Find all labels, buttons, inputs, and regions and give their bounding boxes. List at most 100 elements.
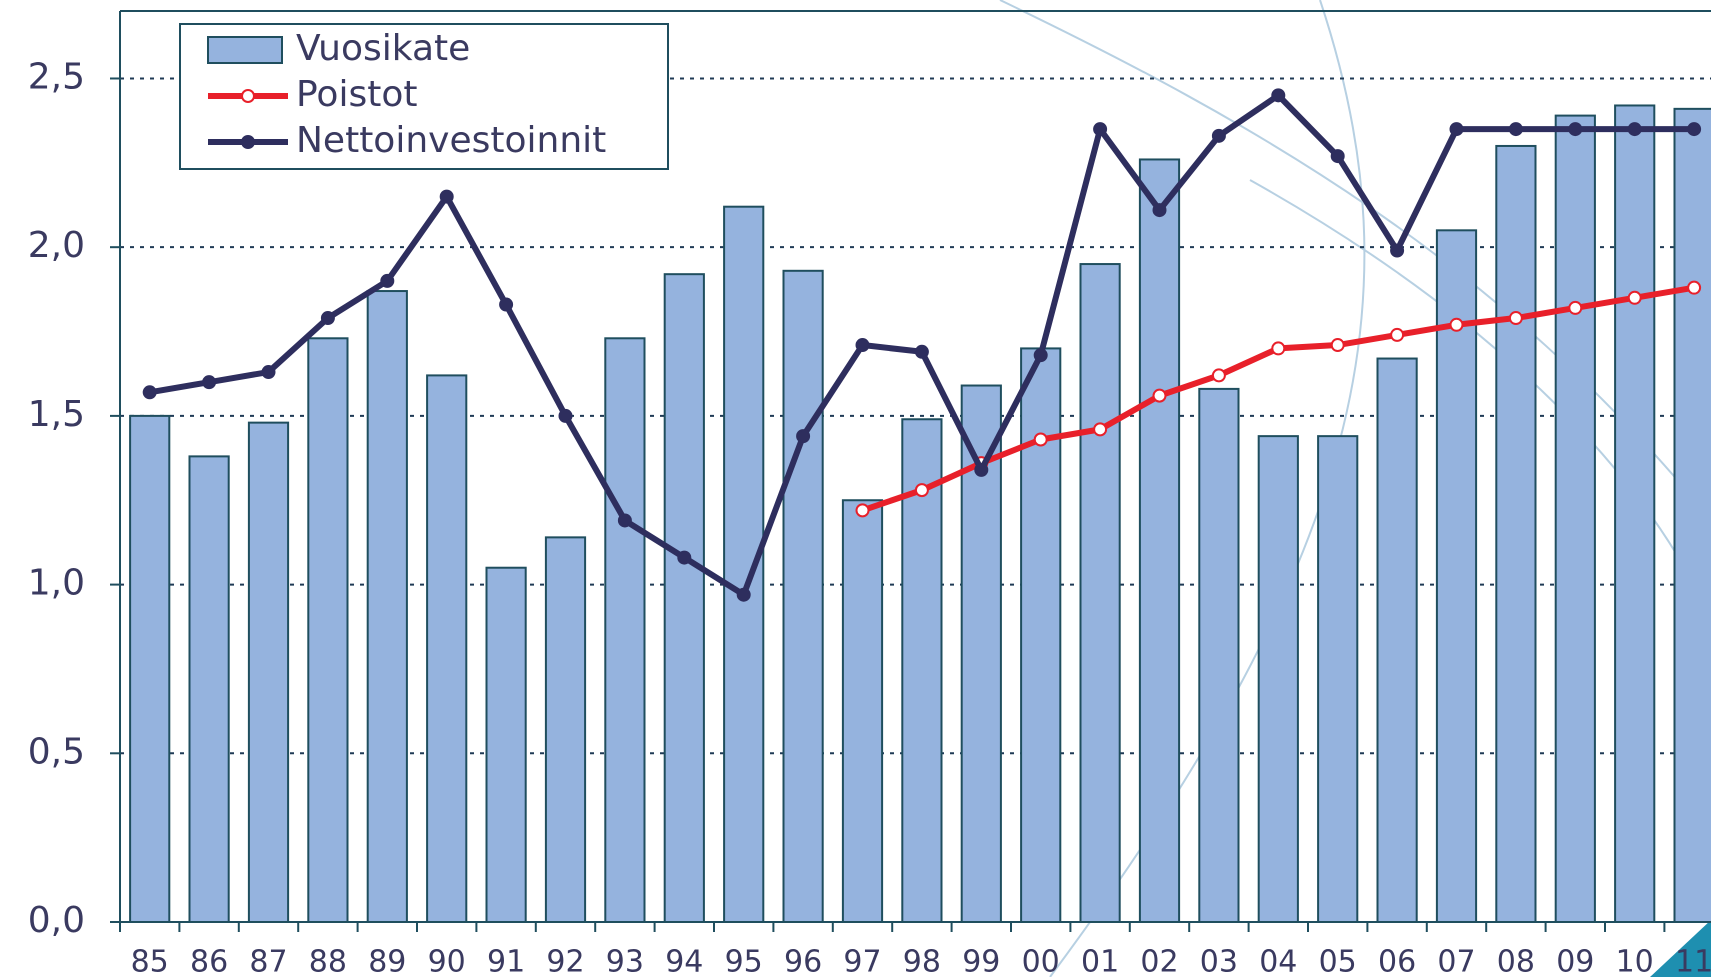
x-tick-label: 11 (1675, 945, 1711, 977)
bar (843, 500, 882, 922)
marker (1272, 89, 1284, 101)
marker (1569, 123, 1581, 135)
bar (308, 338, 347, 922)
bar (249, 423, 288, 922)
marker (738, 589, 750, 601)
bar (1318, 436, 1357, 922)
marker (1629, 292, 1641, 304)
bar (189, 456, 228, 922)
bar (486, 568, 525, 922)
legend-label: Vuosikate (296, 28, 470, 69)
x-tick-label: 08 (1497, 945, 1535, 977)
x-tick-label: 94 (665, 945, 703, 977)
x-tick-label: 85 (131, 945, 169, 977)
marker (203, 376, 215, 388)
marker (1688, 123, 1700, 135)
x-tick-label: 90 (428, 945, 466, 977)
bar (130, 416, 169, 922)
legend-label: Nettoinvestoinnit (296, 120, 606, 161)
x-tick-label: 06 (1378, 945, 1416, 977)
marker (1629, 123, 1641, 135)
y-tick-label: 0,5 (28, 731, 85, 772)
bar (427, 375, 466, 922)
x-tick-label: 04 (1259, 945, 1297, 977)
y-tick-label: 0,0 (28, 900, 85, 941)
legend-label: Poistot (296, 74, 417, 115)
marker (381, 275, 393, 287)
x-tick-label: 97 (843, 945, 881, 977)
bar (1615, 105, 1654, 922)
bar (605, 338, 644, 922)
bar (1080, 264, 1119, 922)
marker (1035, 434, 1047, 446)
x-tick-label: 93 (606, 945, 644, 977)
marker (1569, 302, 1581, 314)
x-tick-label: 89 (368, 945, 406, 977)
y-tick-label: 2,0 (28, 225, 85, 266)
marker (1332, 339, 1344, 351)
marker (1154, 390, 1166, 402)
marker (441, 191, 453, 203)
x-tick-label: 03 (1200, 945, 1238, 977)
marker (1272, 342, 1284, 354)
bar (1674, 109, 1711, 922)
x-tick-label: 10 (1616, 945, 1654, 977)
x-tick-label: 86 (190, 945, 228, 977)
bar (1199, 389, 1238, 922)
x-tick-label: 95 (725, 945, 763, 977)
marker (797, 430, 809, 442)
x-tick-label: 02 (1140, 945, 1178, 977)
y-tick-label: 1,5 (28, 394, 85, 435)
marker (322, 312, 334, 324)
x-tick-label: 01 (1081, 945, 1119, 977)
bar (368, 291, 407, 922)
bar (1140, 159, 1179, 922)
marker (263, 366, 275, 378)
y-tick-label: 1,0 (28, 563, 85, 604)
bar (1437, 230, 1476, 922)
marker (1510, 312, 1522, 324)
bar (546, 537, 585, 922)
marker (1154, 204, 1166, 216)
marker (916, 346, 928, 358)
chart: 0,0 0,5 1,0 1,5 2,0 2,5 85 86 87 88 89 90 91 92 93 94 95… (0, 0, 1711, 977)
marker (678, 552, 690, 564)
marker (619, 514, 631, 526)
x-tick-label: 87 (249, 945, 287, 977)
x-tick-label: 91 (487, 945, 525, 977)
marker (500, 299, 512, 311)
marker (916, 484, 928, 496)
marker (857, 339, 869, 351)
x-tick-label: 99 (962, 945, 1000, 977)
marker (560, 410, 572, 422)
x-tick-label: 07 (1437, 945, 1475, 977)
bar (665, 274, 704, 922)
marker (975, 464, 987, 476)
marker (1094, 123, 1106, 135)
marker (1094, 423, 1106, 435)
marker (857, 504, 869, 516)
marker (1451, 319, 1463, 331)
marker (1510, 123, 1522, 135)
bar (1259, 436, 1298, 922)
marker (1035, 349, 1047, 361)
marker (1213, 130, 1225, 142)
x-tick-label: 96 (784, 945, 822, 977)
x-tick-label: 00 (1022, 945, 1060, 977)
marker (1688, 282, 1700, 294)
y-tick-label: 2,5 (28, 56, 85, 97)
marker (1391, 329, 1403, 341)
marker (1451, 123, 1463, 135)
marker (1332, 150, 1344, 162)
x-tick-label: 92 (546, 945, 584, 977)
x-tick-label: 05 (1319, 945, 1357, 977)
marker (1213, 369, 1225, 381)
x-tick-label: 09 (1556, 945, 1594, 977)
legend-marker (242, 136, 254, 148)
bar (1496, 146, 1535, 922)
legend-swatch (208, 37, 282, 63)
x-tick-label: 88 (309, 945, 347, 977)
marker (1391, 245, 1403, 257)
legend-marker (242, 90, 254, 102)
bar (1556, 116, 1595, 922)
